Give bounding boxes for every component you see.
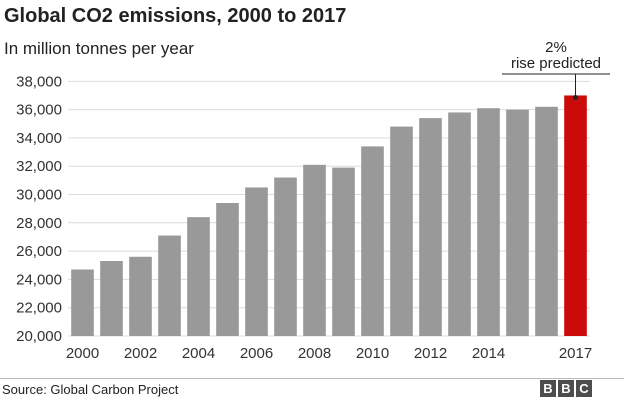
y-tick-label: 22,000: [16, 300, 62, 317]
bar: [158, 235, 181, 336]
bar: [419, 118, 442, 336]
bar-chart: 20,000 22,000 24,000 26,000 28,000 30,000 32,0…: [16, 39, 610, 362]
bbc-logo-letter: B: [540, 380, 556, 397]
annotation-text: 2%: [545, 39, 567, 56]
bar: [361, 146, 384, 336]
bar: [216, 203, 239, 336]
y-tick-label: 24,000: [16, 271, 62, 288]
chart-subtitle: In million tonnes per year: [4, 39, 194, 58]
x-tick-label: 2017: [559, 345, 592, 362]
bar: [506, 109, 529, 336]
x-tick-label: 2012: [414, 345, 447, 362]
x-tick-label: 2000: [66, 345, 99, 362]
x-tick-label: 2006: [240, 345, 273, 362]
annotation-dot: [573, 94, 578, 100]
bar: [535, 106, 558, 336]
x-tick-label: 2010: [356, 345, 389, 362]
bar: [129, 256, 152, 336]
bar-highlight: [564, 95, 587, 337]
x-tick-label: 2004: [182, 345, 215, 362]
bar: [332, 167, 355, 336]
bar: [390, 126, 413, 337]
y-tick-label: 34,000: [16, 130, 62, 147]
annotation-text: rise predicted: [511, 55, 601, 72]
bbc-logo-letter: C: [576, 380, 592, 397]
chart-title: Global CO2 emissions, 2000 to 2017: [4, 5, 347, 27]
footer-divider: [0, 378, 624, 379]
y-tick-label: 28,000: [16, 215, 62, 232]
x-tick-label: 2002: [124, 345, 157, 362]
bar: [245, 187, 268, 336]
y-tick-label: 26,000: [16, 243, 62, 260]
bar: [448, 112, 471, 336]
bar: [71, 269, 94, 336]
y-tick-label: 32,000: [16, 158, 62, 175]
y-tick-label: 20,000: [16, 328, 62, 345]
bbc-logo-letter: B: [558, 380, 574, 397]
x-tick-label: 2008: [298, 345, 331, 362]
y-tick-label: 30,000: [16, 187, 62, 204]
bar: [100, 261, 123, 336]
bar: [477, 108, 500, 337]
bar: [187, 217, 210, 336]
y-tick-label: 38,000: [16, 73, 62, 90]
source-note: Source: Global Carbon Project: [2, 382, 179, 397]
x-tick-label: 2014: [472, 345, 505, 362]
bar: [303, 164, 326, 336]
y-tick-label: 36,000: [16, 102, 62, 119]
bar: [274, 177, 297, 336]
bbc-logo: B B C: [540, 380, 592, 397]
